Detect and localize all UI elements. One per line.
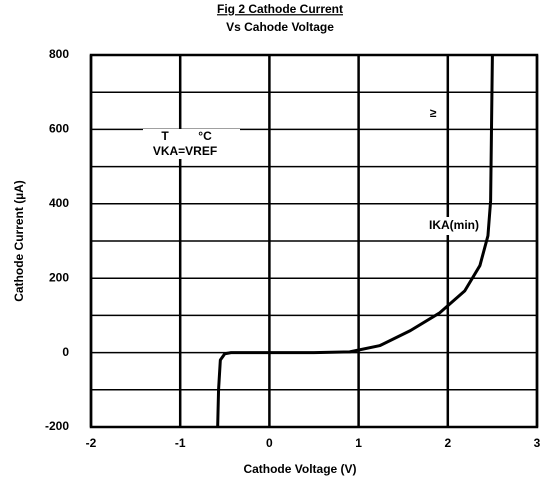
y-tick-label: -200 (45, 419, 69, 433)
y-tick-label: 800 (49, 47, 69, 61)
x-tick-label: 1 (355, 436, 362, 450)
y-tick-label: 200 (49, 270, 69, 284)
x-tick-label: -1 (175, 436, 186, 450)
chart-title: Fig 2 Cathode Current (217, 2, 343, 16)
annotation: VKA=VREF (153, 144, 217, 158)
annotation-background (422, 217, 486, 235)
x-axis-label: Cathode Voltage (V) (243, 462, 356, 476)
annotation-background (143, 129, 240, 159)
annotation: ≥ (430, 106, 437, 120)
plot-frame (89, 53, 539, 429)
curve (216, 54, 494, 428)
y-axis-label: Cathode Current (µA) (12, 180, 26, 302)
x-tick-label: 0 (266, 436, 273, 450)
chart-subtitle: Vs Cahode Voltage (226, 20, 334, 34)
annotation: IKA(min) (429, 218, 479, 232)
annotation: °C (198, 129, 212, 143)
y-tick-label: 400 (49, 196, 69, 210)
annotation: T (161, 129, 169, 143)
annotation-background (420, 105, 446, 123)
x-tick-label: 2 (444, 436, 451, 450)
x-tick-label: 3 (534, 436, 541, 450)
y-tick-label: 600 (49, 122, 69, 136)
x-tick-label: -2 (86, 436, 97, 450)
y-tick-label: 0 (62, 345, 69, 359)
